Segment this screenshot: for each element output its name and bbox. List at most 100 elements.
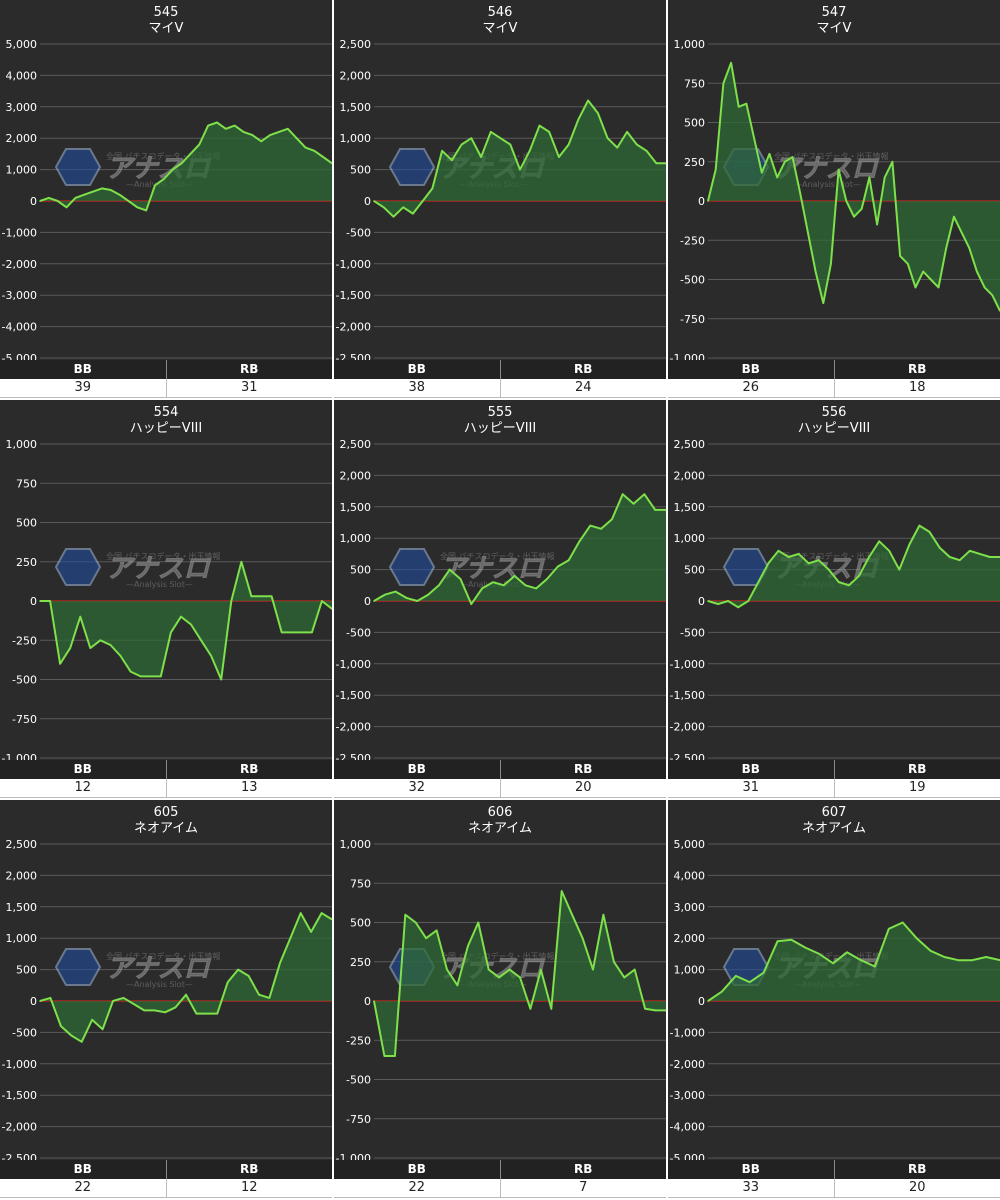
data-point [92,190,94,193]
data-point [837,168,840,171]
data-point [807,231,809,234]
data-point [930,278,932,281]
data-point [860,208,863,210]
bb-header: BB [0,1160,167,1179]
rb-count: 20 [500,779,666,798]
y-tick-label: 1,000 [340,838,372,851]
data-point [976,270,978,273]
data-point [139,675,142,678]
data-point [960,231,963,234]
y-tick-label: -500 [12,1026,37,1039]
data-point [79,615,82,618]
data-point [797,553,800,555]
machine-name: マイV [482,21,518,36]
machine-number: 546 [487,5,513,20]
data-point [260,595,263,598]
chart-panel-556: 556 ハッピーVIII 2,500 2,000 1,500 1,000 500 0 -500-… [668,400,1000,798]
data-point [807,562,810,565]
area-fill [708,525,1000,608]
data-point [707,200,709,202]
data-point [80,1041,83,1043]
data-point [101,1028,104,1031]
data-point [979,553,981,555]
data-point [887,927,890,930]
data-point [260,140,263,143]
data-point [383,1055,386,1057]
y-tick-label: 2,500 [340,38,372,51]
y-tick-label: -1,000 [336,658,371,671]
y-tick-label: 750 [350,877,371,890]
bb-count: 26 [668,379,835,398]
data-point [767,562,770,565]
y-tick-label: -2,000 [670,1058,705,1071]
y-tick-label: -2,000 [336,721,371,734]
data-point [499,137,502,139]
data-point [160,675,162,678]
bb-count: 22 [0,1179,167,1198]
y-tick-label: 500 [16,964,37,977]
y-tick-label: -500 [346,1074,371,1087]
data-point [322,156,324,158]
y-tick-label: 500 [16,517,37,530]
data-point [109,644,112,646]
data-point [945,247,948,249]
chart-header: 546 マイV [334,5,666,37]
data-point [665,162,666,165]
data-point [122,997,125,999]
machine-name: ハッピーVIII [129,421,203,436]
data-point [39,1000,41,1002]
data-point [480,156,482,158]
data-point [451,159,453,161]
data-point [971,959,973,961]
data-point [421,200,424,202]
y-tick-label: 500 [684,117,705,130]
bonus-stats-table: BB RB 12 13 [0,760,332,798]
data-point [258,993,260,996]
watermark-logo-icon [54,548,102,586]
data-point [848,584,850,587]
series-line [39,121,332,212]
y-tick-label: 0 [364,995,371,1008]
data-point [448,568,451,571]
machine-name: マイV [148,21,184,36]
data-point [799,192,802,194]
y-tick-label: -750 [680,313,705,326]
data-point [237,968,239,971]
watermark-top: 全国 パチスロデータ・出玉情報 [440,551,555,561]
data-point [654,509,656,511]
y-tick-label: 2,000 [6,132,38,145]
data-point [216,1012,219,1015]
data-point [899,255,901,257]
rb-header: RB [166,1160,332,1179]
data-point [39,600,41,602]
data-point [957,959,960,961]
data-point [198,143,201,146]
data-point [958,559,961,561]
watermark-logo-icon [388,148,436,186]
bb-header: BB [334,1160,501,1179]
y-tick-label: 250 [16,556,37,569]
data-point [643,493,646,496]
watermark-logo-icon [54,948,102,986]
data-point [270,595,273,598]
data-point [860,959,862,961]
data-point [136,206,139,209]
machine-name: ハッピーVIII [797,421,871,436]
data-point [776,176,778,179]
data-point [519,976,521,979]
data-point [290,631,293,634]
data-point [737,106,740,108]
y-tick-label: -1,500 [336,689,371,702]
data-point [295,137,298,139]
data-point [240,560,243,563]
y-tick-label: 0 [30,195,37,208]
y-tick-label: -1,500 [670,689,705,702]
data-point [438,584,440,587]
bb-count: 39 [0,379,167,398]
y-tick-label: 1,000 [674,532,706,545]
y-tick-label: 500 [350,164,371,177]
data-point [858,575,860,577]
bonus-stats-table: BB RB 33 20 [668,1160,1000,1198]
data-point [112,1000,114,1002]
bb-count: 32 [334,779,501,798]
